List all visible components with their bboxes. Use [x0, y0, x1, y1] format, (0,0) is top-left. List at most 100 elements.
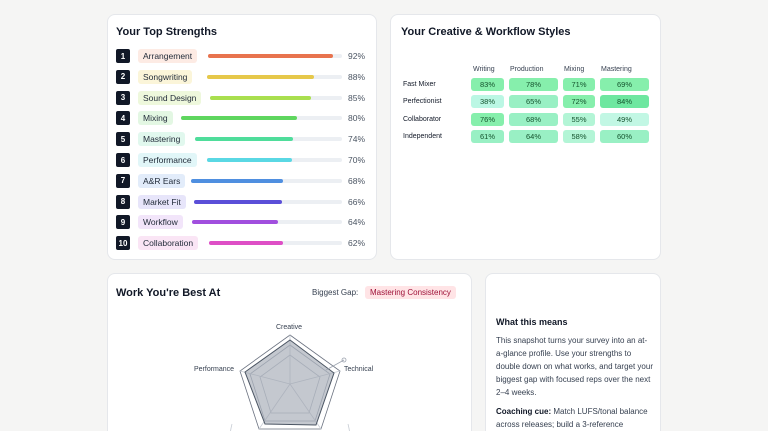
style-cell: 78% [509, 78, 558, 91]
coaching-cue: Coaching cue: Match LUFS/tonal balance a… [496, 405, 654, 431]
strength-bar-fill [209, 241, 284, 246]
strength-bar-fill [192, 220, 279, 225]
radar-label-technical: Technical [344, 366, 374, 373]
coaching-cue-text: Match LUFS/tonal balance across releases… [496, 407, 648, 429]
strength-percent: 62% [348, 238, 366, 249]
column-header-mixing: Mixing [564, 66, 585, 73]
strength-track [208, 54, 342, 58]
strength-bar-fill [181, 116, 297, 121]
style-cell: 61% [471, 129, 504, 143]
strength-track [207, 74, 342, 79]
style-cell: 83% [471, 78, 504, 91]
strength-percent: 66% [348, 196, 366, 207]
radar-area [244, 339, 335, 426]
strength-rank: 2 [116, 69, 130, 84]
coaching-cue-label: Coaching cue: [496, 407, 552, 416]
strength-label: Mixing [138, 111, 173, 126]
strength-rank: 5 [116, 132, 130, 147]
styles-title: Your Creative & Workflow Styles [401, 26, 571, 38]
radar-label-performance: Performance [194, 366, 235, 373]
strength-rank: 7 [116, 173, 130, 188]
strength-rank: 10 [116, 236, 130, 251]
strength-bar-fill [207, 74, 314, 79]
strength-label: Sound Design [138, 90, 202, 105]
strength-track [209, 241, 342, 246]
strength-label: Collaboration [138, 236, 199, 251]
work-card: Work You're Best At Biggest Gap: Masteri… [107, 273, 472, 431]
style-cell: 49% [600, 112, 649, 126]
biggest-gap-label: Biggest Gap: [312, 288, 359, 297]
strength-row: 1 Arrangement 92% [116, 49, 368, 63]
strength-percent: 74% [348, 134, 366, 145]
info-body: This snapshot turns your survey into an … [496, 336, 653, 397]
style-cell: 76% [471, 112, 504, 126]
strength-row: 10 Collaboration 62% [116, 236, 368, 251]
strength-bar-fill [194, 199, 282, 204]
style-row-label: Collaborator [403, 115, 442, 123]
strength-row: 4 Mixing 80% [116, 111, 368, 126]
strength-percent: 85% [348, 92, 366, 103]
column-header-mastering: Mastering [601, 66, 632, 73]
column-header-production: Production [510, 66, 544, 73]
strength-percent: 80% [348, 113, 366, 124]
strength-label: Arrangement [138, 49, 198, 63]
strength-label: Performance [138, 153, 197, 167]
strength-row: 7 A&R Ears 68% [116, 173, 368, 188]
strength-label: Market Fit [138, 194, 186, 209]
strength-percent: 70% [348, 155, 366, 165]
strength-track [194, 199, 342, 204]
strength-rank: 6 [116, 153, 130, 167]
strength-track [195, 137, 342, 142]
style-cell: 64% [509, 129, 558, 143]
strength-row: 2 Songwriting 88% [116, 69, 368, 84]
strength-track [181, 116, 342, 121]
strength-label: Workflow [138, 215, 183, 230]
strength-bar-fill [195, 137, 293, 142]
strength-percent: 64% [348, 217, 366, 228]
strength-track [207, 158, 342, 162]
style-cell: 71% [563, 78, 595, 91]
strength-percent: 68% [348, 175, 366, 186]
column-header-writing: Writing [473, 66, 495, 73]
radar-pointer [325, 359, 345, 371]
radar-outer-arc-right [347, 423, 350, 431]
strength-label: A&R Ears [138, 173, 186, 188]
strength-track [191, 178, 342, 183]
strength-bar-fill [210, 95, 311, 100]
strength-rank: 3 [116, 90, 130, 105]
style-row-label: Independent [403, 132, 442, 140]
style-row-label: Perfectionist [403, 98, 442, 106]
style-cell: 84% [600, 95, 649, 109]
strength-track [192, 220, 342, 225]
style-cell: 68% [509, 112, 558, 126]
strength-row: 8 Market Fit 66% [116, 194, 368, 209]
strength-row: 9 Workflow 64% [116, 215, 368, 230]
radar-ring-outer [239, 334, 341, 430]
radar-outer-arc [230, 423, 233, 431]
strength-row: 6 Performance 70% [116, 153, 368, 167]
strength-rank: 9 [116, 215, 130, 230]
info-title: What this means [496, 317, 568, 327]
strength-bar-fill [208, 54, 333, 58]
strength-track [210, 95, 342, 100]
style-cell: 58% [563, 129, 595, 143]
strength-bar-fill [207, 158, 293, 162]
strength-row: 5 Mastering 74% [116, 132, 368, 147]
styles-card: Your Creative & Workflow Styles Writing … [390, 14, 661, 260]
style-cell: 65% [509, 95, 558, 109]
strength-row: 3 Sound Design 85% [116, 90, 368, 105]
strength-rank: 4 [116, 111, 130, 126]
strength-label: Songwriting [138, 69, 193, 84]
info-card: What this means This snapshot turns your… [485, 273, 661, 431]
strength-rank: 8 [116, 194, 130, 209]
strength-percent: 88% [348, 71, 366, 82]
strengths-card: Your Top Strengths 1 Arrangement 92% 2 Songw… [107, 14, 377, 260]
strength-label: Mastering [138, 132, 186, 147]
style-cell: 72% [563, 95, 595, 109]
radar-label-creative: Creative [276, 324, 303, 331]
strength-bar-fill [191, 178, 284, 183]
strength-rank: 1 [116, 49, 130, 63]
radar-pointer-dot [341, 357, 347, 363]
strength-percent: 92% [348, 51, 366, 61]
biggest-gap-badge: Mastering Consistency [365, 286, 456, 299]
